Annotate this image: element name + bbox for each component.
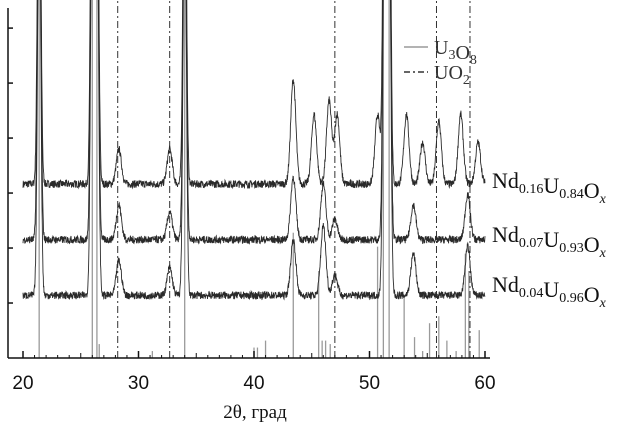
x-tick-label: 20 xyxy=(12,373,33,394)
series-line xyxy=(22,0,486,190)
x-tick-label: 50 xyxy=(359,373,380,394)
series-line xyxy=(22,0,486,245)
series-labels: Nd0.16U0.84Ox Nd0.07U0.93Ox Nd0.04U0.96Ox xyxy=(492,168,607,311)
x-tick-label: 40 xyxy=(243,373,264,394)
legend-label: U3O8 xyxy=(434,37,477,68)
series-label: Nd0.04U0.96Ox xyxy=(492,272,607,311)
series-line xyxy=(22,0,486,301)
axes: 20 30 40 50 60 xyxy=(7,8,496,394)
x-tick-label: 60 xyxy=(474,373,495,394)
series-label: Nd0.16U0.84Ox xyxy=(492,168,607,207)
x-axis-title: 2θ, град xyxy=(223,402,287,423)
reference-lines xyxy=(38,0,480,358)
legend-label: UO2 xyxy=(434,62,470,88)
series-label: Nd0.07U0.93Ox xyxy=(492,222,607,261)
series-layer xyxy=(22,0,486,301)
x-tick-label: 30 xyxy=(128,373,149,394)
